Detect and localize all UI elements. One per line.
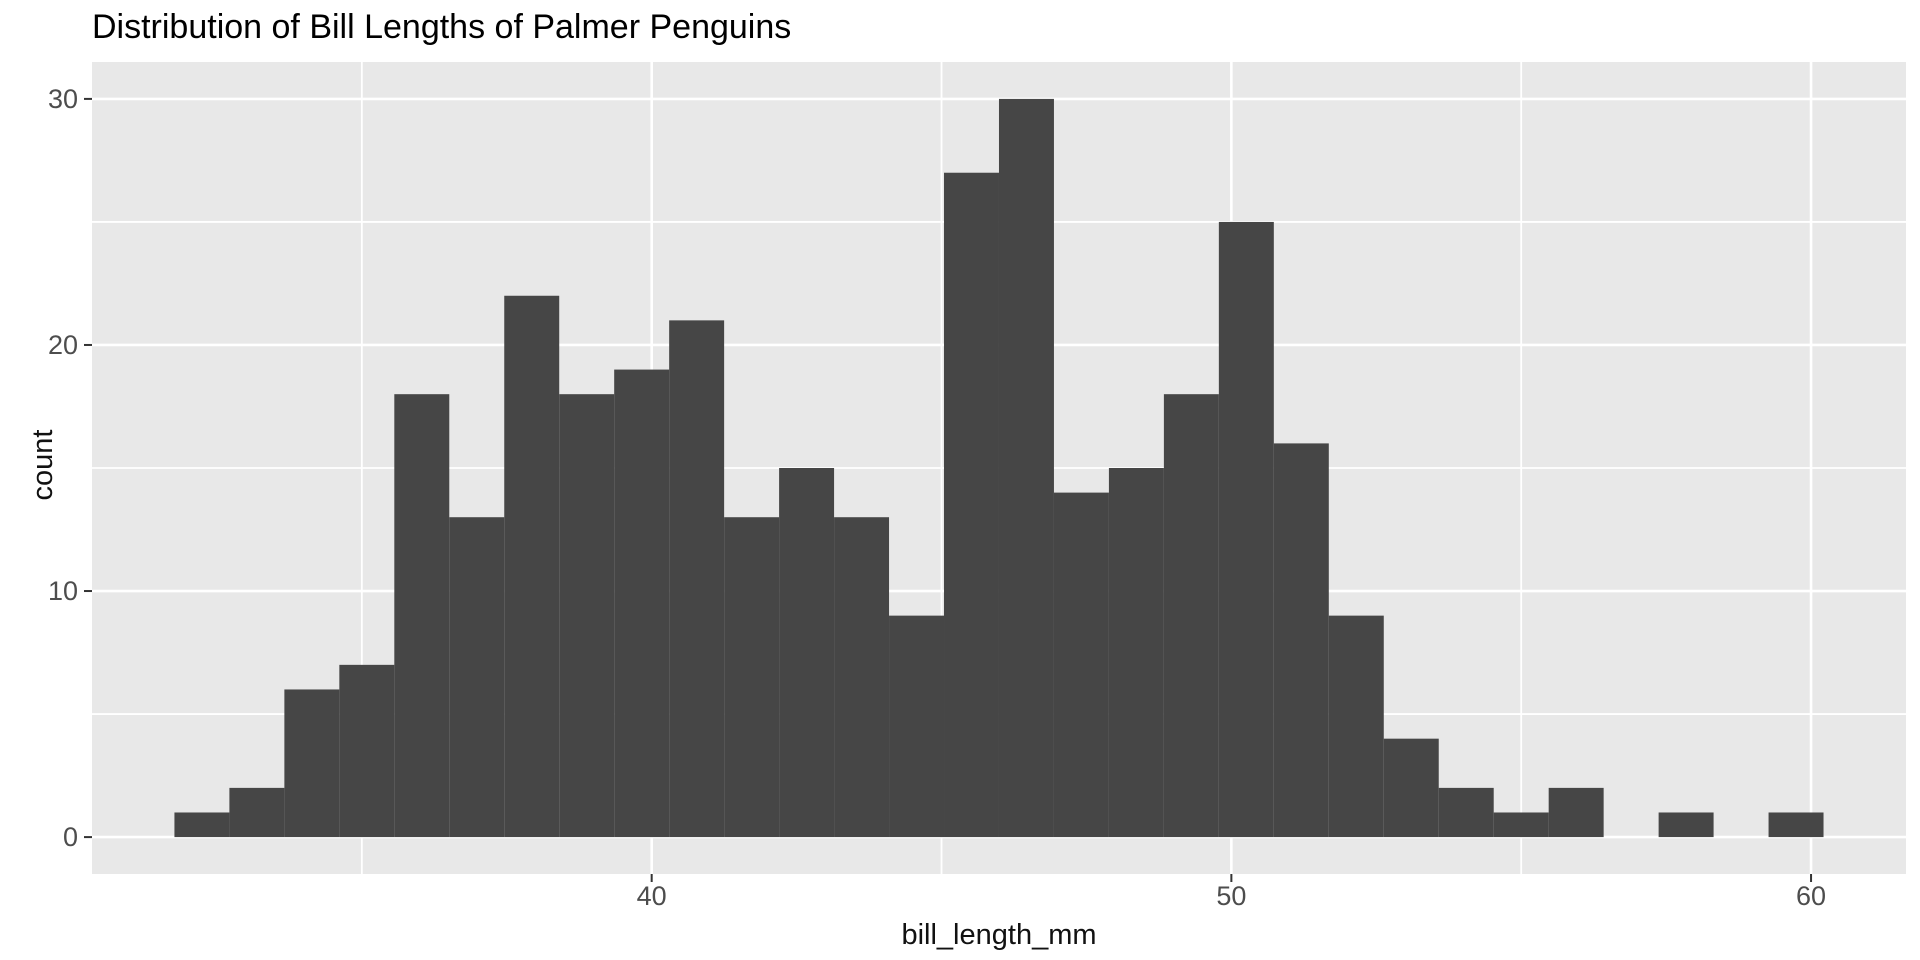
histogram-bars [174, 98, 1824, 838]
y-axis-title: count [27, 430, 59, 501]
histogram-bar [339, 664, 395, 838]
histogram-bar [1768, 812, 1824, 838]
x-tick-label: 50 [1216, 881, 1246, 911]
histogram-bar [1163, 394, 1219, 838]
histogram-bar [504, 295, 560, 838]
axis-tick-labels: 40 50 60 0 10 20 30 [48, 84, 1826, 911]
axis-tick-marks [84, 97, 1813, 882]
x-tick-label: 40 [637, 881, 667, 911]
histogram-bar [1658, 812, 1714, 838]
histogram-bar [669, 320, 725, 838]
y-tick-label: 30 [48, 84, 78, 114]
histogram-bar [1383, 738, 1439, 838]
histogram-bar [1548, 787, 1604, 838]
histogram-bar [449, 517, 505, 838]
histogram-bar [174, 812, 230, 838]
histogram-bar [1273, 443, 1329, 838]
histogram-bar [614, 369, 670, 838]
histogram-bar [1218, 221, 1274, 838]
histogram-bar [944, 172, 999, 838]
histogram-bar [889, 615, 945, 838]
histogram-bar [1438, 787, 1494, 838]
histogram-bar [1108, 468, 1164, 838]
x-axis-title: bill_length_mm [901, 919, 1096, 951]
histogram-bar [1493, 812, 1549, 838]
y-tick-label: 10 [48, 576, 78, 606]
histogram-bar [284, 689, 340, 838]
histogram-bar [229, 787, 285, 838]
histogram-bar [1053, 492, 1109, 838]
x-tick-label: 60 [1796, 881, 1826, 911]
histogram-bar [394, 394, 450, 838]
page-title: Distribution of Bill Lengths of Palmer P… [92, 8, 791, 46]
histogram-bar [998, 98, 1054, 838]
histogram-bar [1328, 615, 1384, 838]
histogram-bar [559, 394, 615, 838]
y-tick-label: 20 [48, 330, 78, 360]
histogram-bar [779, 468, 835, 838]
y-tick-label: 0 [63, 822, 78, 852]
histogram-bar [724, 517, 780, 838]
histogram-bar [834, 517, 890, 838]
